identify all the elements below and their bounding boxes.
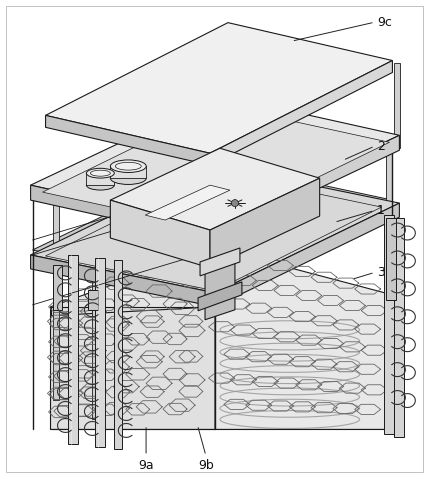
Polygon shape <box>384 215 394 435</box>
Polygon shape <box>51 248 215 429</box>
Polygon shape <box>394 63 400 148</box>
Polygon shape <box>210 178 320 268</box>
Polygon shape <box>51 307 215 429</box>
Text: 9c: 9c <box>377 16 392 29</box>
Polygon shape <box>45 22 393 153</box>
Ellipse shape <box>86 180 114 190</box>
Polygon shape <box>30 185 210 240</box>
Text: 3: 3 <box>377 266 385 279</box>
Polygon shape <box>210 135 399 240</box>
Polygon shape <box>88 290 98 310</box>
Polygon shape <box>33 162 393 288</box>
Text: 2: 2 <box>377 140 385 152</box>
Polygon shape <box>200 248 240 276</box>
Polygon shape <box>51 307 215 429</box>
Polygon shape <box>145 185 230 220</box>
Polygon shape <box>198 282 242 311</box>
Polygon shape <box>110 148 320 230</box>
Polygon shape <box>95 258 106 447</box>
Ellipse shape <box>91 170 110 176</box>
Polygon shape <box>110 200 210 268</box>
Polygon shape <box>42 105 390 229</box>
Circle shape <box>231 200 239 206</box>
Polygon shape <box>52 265 63 310</box>
Polygon shape <box>215 203 399 307</box>
Polygon shape <box>52 200 58 400</box>
Polygon shape <box>45 115 210 165</box>
Polygon shape <box>387 148 393 295</box>
Polygon shape <box>215 248 393 429</box>
Ellipse shape <box>110 160 146 173</box>
Text: 9a: 9a <box>138 459 154 472</box>
Polygon shape <box>92 225 98 420</box>
Ellipse shape <box>86 168 114 178</box>
Polygon shape <box>45 172 381 291</box>
Polygon shape <box>30 96 399 225</box>
Polygon shape <box>69 255 79 445</box>
Polygon shape <box>110 166 146 178</box>
Polygon shape <box>86 173 114 185</box>
Polygon shape <box>394 218 405 437</box>
Ellipse shape <box>115 163 141 170</box>
Text: 9b: 9b <box>198 459 214 472</box>
Text: 1: 1 <box>377 204 385 217</box>
Polygon shape <box>30 255 215 307</box>
Ellipse shape <box>110 172 146 185</box>
Polygon shape <box>114 260 122 449</box>
Polygon shape <box>205 258 235 320</box>
Polygon shape <box>30 165 399 293</box>
Polygon shape <box>387 218 396 300</box>
Polygon shape <box>210 61 393 165</box>
